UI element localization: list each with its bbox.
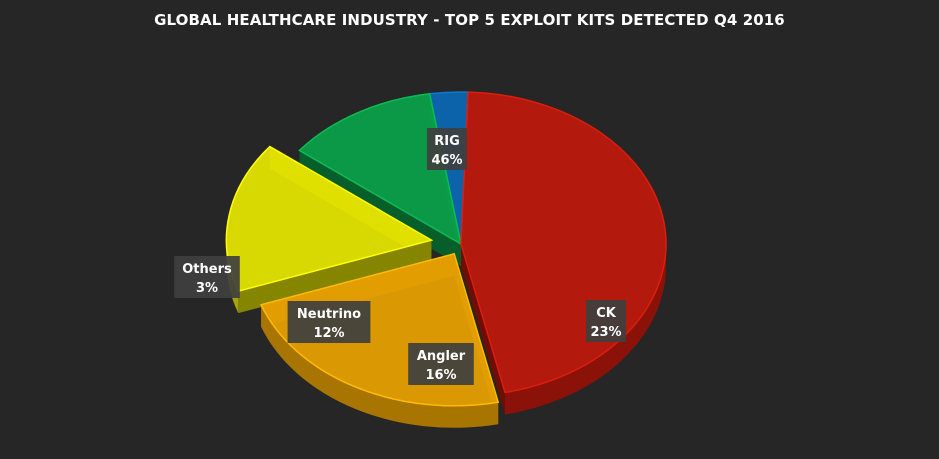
data-label-rig: RIG 46% xyxy=(427,128,467,170)
data-label-value: 46% xyxy=(431,153,462,168)
slice-side-wall xyxy=(238,240,432,314)
slice-rim xyxy=(505,244,666,415)
data-label-value: 16% xyxy=(425,368,456,383)
data-label-neutrino: Neutrino 12% xyxy=(287,301,371,343)
data-label-ck: CK 23% xyxy=(586,300,626,342)
data-label-name: Others xyxy=(182,262,232,277)
data-label-value: 23% xyxy=(590,325,621,340)
slice-rim xyxy=(261,304,499,428)
data-label-name: CK xyxy=(596,306,617,321)
chart-title: GLOBAL HEALTHCARE INDUSTRY - TOP 5 EXPLO… xyxy=(154,11,785,29)
data-label-name: Angler xyxy=(417,349,466,364)
slice-rig xyxy=(460,91,667,415)
data-label-angler: Angler 16% xyxy=(408,343,474,385)
data-label-others: Others 3% xyxy=(174,256,240,298)
slice-side-wall xyxy=(461,244,506,415)
slice-top xyxy=(460,91,667,394)
data-label-value: 12% xyxy=(313,326,344,341)
data-label-name: RIG xyxy=(434,134,460,149)
slice-top xyxy=(298,92,463,246)
data-label-name: Neutrino xyxy=(297,307,361,322)
data-label-value: 3% xyxy=(196,281,218,296)
